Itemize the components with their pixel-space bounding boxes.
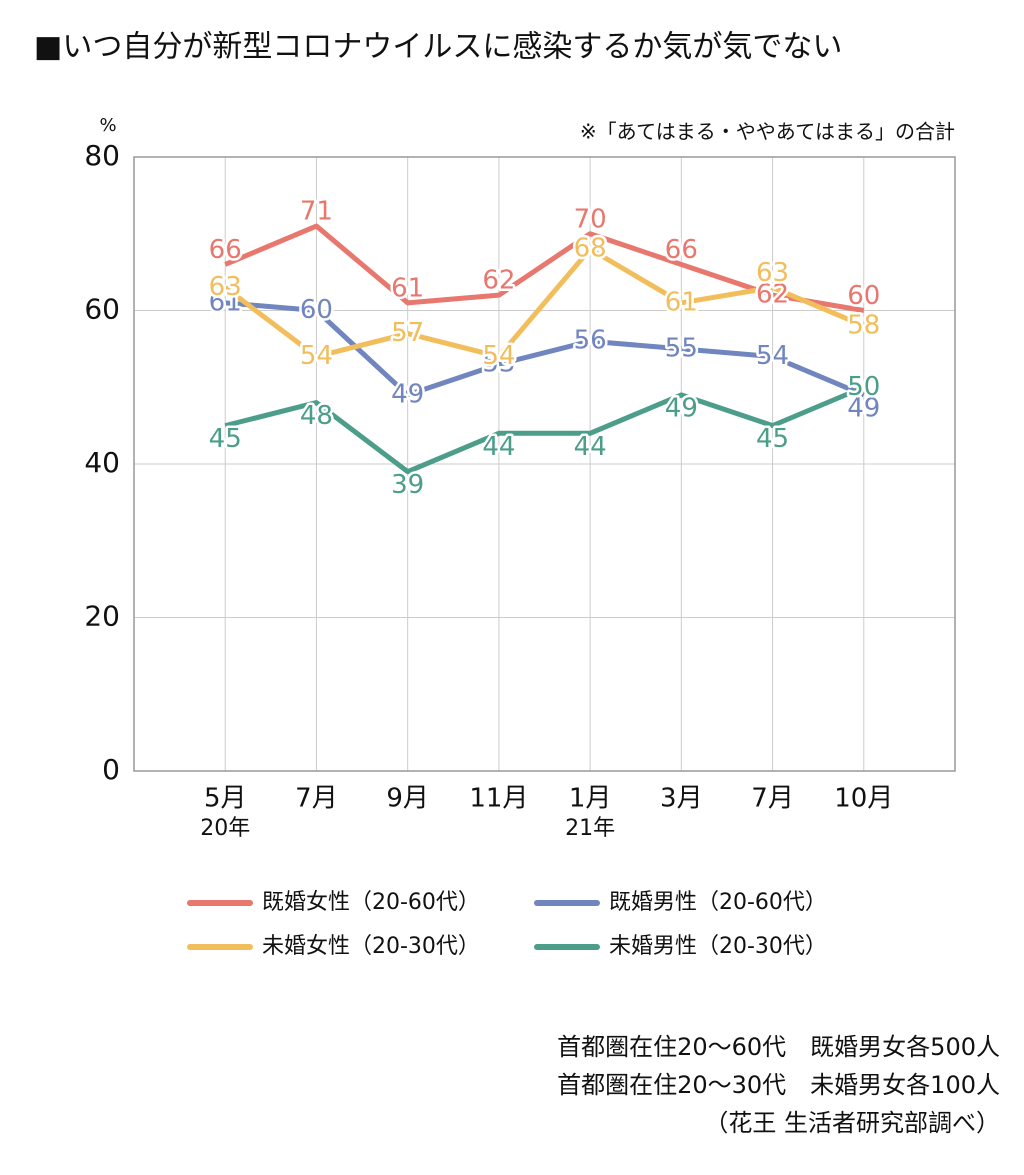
data-label: 62	[756, 280, 789, 310]
series-line	[223, 246, 865, 360]
data-label: 44	[574, 432, 607, 462]
y-unit: %	[99, 115, 116, 136]
x-sublabel: 21年	[565, 816, 615, 841]
x-tick-label: 3月	[660, 784, 703, 814]
plot-frame	[133, 156, 956, 772]
legend-label: 既婚男性（20-60代）	[609, 890, 827, 915]
x-sublabel: 20年	[200, 816, 250, 841]
data-label: 45	[209, 424, 242, 454]
x-tick-label: 10月	[834, 784, 893, 814]
y-tick-label: 40	[84, 446, 120, 479]
data-label: 44	[482, 432, 515, 462]
data-label: 50	[847, 372, 880, 402]
footnote: 首都圏在住20〜60代 既婚男女各500人	[557, 1033, 1000, 1061]
data-label: 66	[665, 235, 698, 265]
series-line	[224, 384, 865, 475]
data-label: 63	[209, 272, 242, 302]
data-label: 70	[574, 204, 607, 234]
data-label: 60	[300, 295, 333, 325]
data-label: 60	[847, 281, 880, 311]
data-label: 49	[391, 379, 424, 409]
data-label: 49	[847, 393, 880, 423]
data-label: 56	[574, 326, 607, 356]
note: ※「あてはまる・ややあてはまる」の合計	[580, 120, 955, 144]
data-label: 48	[300, 401, 333, 431]
x-tick-label: 7月	[751, 784, 794, 814]
x-tick-label: 1月	[569, 784, 612, 814]
x-tick-label: 11月	[469, 784, 528, 814]
data-label: 68	[574, 234, 607, 264]
data-label: 63	[756, 258, 789, 288]
footnote: 首都圏在住20〜30代 未婚男女各100人	[557, 1071, 1000, 1099]
data-label: 55	[665, 333, 698, 363]
x-tick-label: 9月	[386, 784, 429, 814]
legend-label: 未婚女性（20-30代）	[262, 934, 480, 959]
x-tick-label: 5月	[204, 784, 247, 814]
data-label: 71	[300, 197, 333, 227]
data-label: 61	[391, 273, 424, 303]
data-label: 61	[665, 287, 698, 317]
data-label: 39	[391, 470, 424, 500]
data-label: 62	[482, 266, 515, 296]
data-label: 57	[391, 318, 424, 348]
footnote: （花王 生活者研究部調べ）	[704, 1109, 1000, 1137]
data-label: 54	[482, 341, 515, 371]
x-tick-label: 7月	[295, 784, 338, 814]
legend-label: 既婚女性（20-60代）	[262, 890, 480, 915]
y-tick-label: 20	[84, 600, 120, 633]
series-line	[225, 300, 865, 398]
data-label: 54	[300, 341, 333, 371]
data-label: 45	[756, 424, 789, 454]
y-tick-label: 80	[84, 139, 120, 172]
data-label: 49	[665, 393, 698, 423]
data-label: 58	[847, 310, 880, 340]
data-label: 61	[209, 287, 242, 317]
y-tick-label: 0	[102, 753, 120, 786]
data-label: 66	[209, 235, 242, 265]
data-label: 53	[482, 349, 515, 379]
y-tick-label: 60	[84, 293, 120, 326]
legend-label: 未婚男性（20-30代）	[609, 934, 827, 959]
data-label: 54	[756, 341, 789, 371]
chart-title: ■いつ自分が新型コロナウイルスに感染するか気が気でない	[34, 30, 842, 65]
